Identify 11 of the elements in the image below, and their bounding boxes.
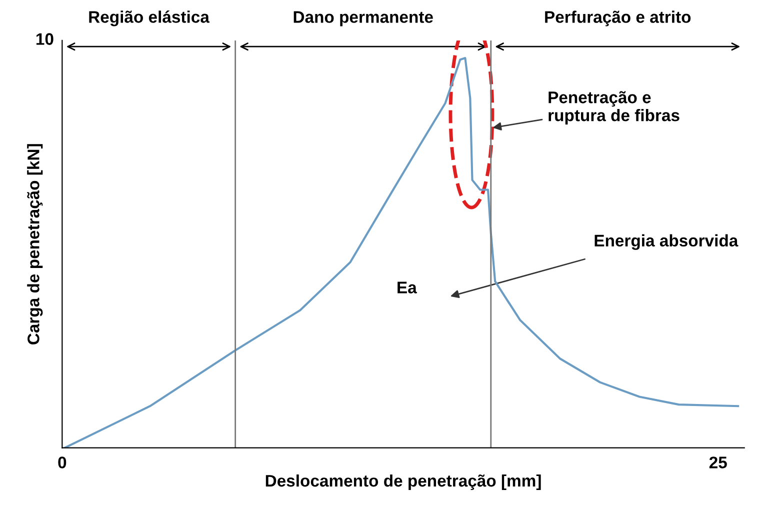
text: 10 [36, 33, 54, 45]
annotation: Penetração e ruptura de fibras [548, 91, 680, 125]
x-tick-label: 0 [58, 456, 66, 468]
text: Região elástica [89, 10, 210, 26]
x-axis-title: Deslocamento de penetração [mm] [266, 474, 541, 490]
y-axis-title: Carga de penetração [kN] [27, 144, 43, 344]
text: Dano permanente [294, 11, 433, 26]
annotation: Energia absorvida [594, 234, 738, 250]
text: Perfuração e atrito [545, 10, 691, 26]
x-tick-label: 25 [709, 456, 727, 468]
annotation: Ea [398, 282, 417, 294]
